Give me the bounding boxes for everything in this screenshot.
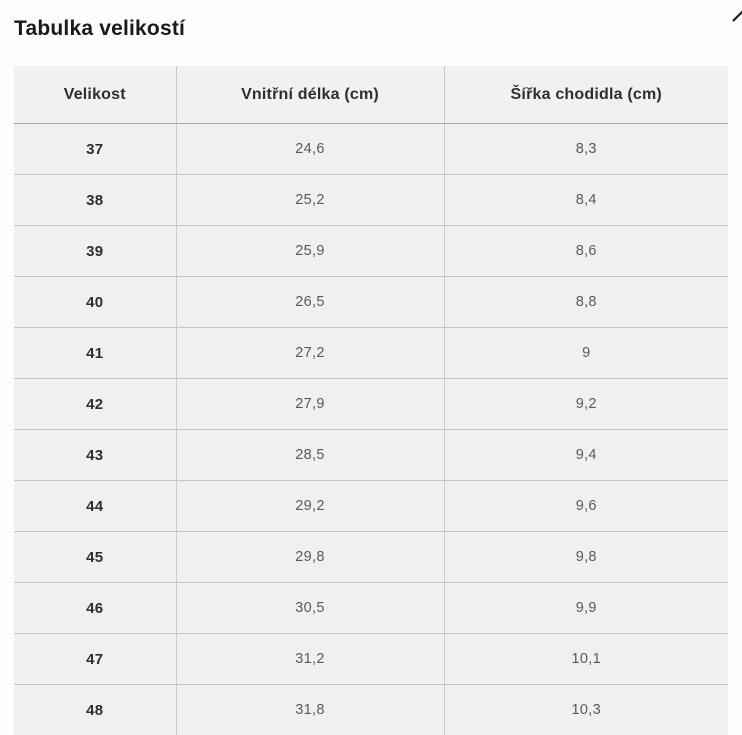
inner-length-cell: 24,6 [176, 124, 444, 175]
table-row: 40 26,5 8,8 [14, 277, 728, 328]
foot-width-cell: 9,2 [444, 379, 728, 430]
size-cell: 44 [14, 481, 176, 532]
size-table-body: 37 24,6 8,3 38 25,2 8,4 39 25,9 8,6 40 2… [14, 124, 728, 735]
inner-length-cell: 31,2 [176, 634, 444, 685]
foot-width-cell: 9,4 [444, 430, 728, 481]
size-cell: 38 [14, 175, 176, 226]
inner-length-cell: 29,8 [176, 532, 444, 583]
table-row: 44 29,2 9,6 [14, 481, 728, 532]
size-cell: 43 [14, 430, 176, 481]
table-row: 45 29,8 9,8 [14, 532, 728, 583]
table-row: 42 27,9 9,2 [14, 379, 728, 430]
size-cell: 41 [14, 328, 176, 379]
size-cell: 46 [14, 583, 176, 634]
foot-width-cell: 8,8 [444, 277, 728, 328]
size-cell: 37 [14, 124, 176, 175]
size-table: Velikost Vnitřní délka (cm) Šířka chodid… [14, 66, 728, 735]
foot-width-cell: 8,4 [444, 175, 728, 226]
column-header-size: Velikost [14, 66, 176, 124]
table-row: 38 25,2 8,4 [14, 175, 728, 226]
table-row: 41 27,2 9 [14, 328, 728, 379]
foot-width-cell: 9,9 [444, 583, 728, 634]
inner-length-cell: 29,2 [176, 481, 444, 532]
foot-width-cell: 9 [444, 328, 728, 379]
inner-length-cell: 25,9 [176, 226, 444, 277]
size-cell: 39 [14, 226, 176, 277]
table-row: 39 25,9 8,6 [14, 226, 728, 277]
column-header-inner-length: Vnitřní délka (cm) [176, 66, 444, 124]
table-row: 43 28,5 9,4 [14, 430, 728, 481]
inner-length-cell: 30,5 [176, 583, 444, 634]
inner-length-cell: 27,9 [176, 379, 444, 430]
foot-width-cell: 9,6 [444, 481, 728, 532]
table-row: 46 30,5 9,9 [14, 583, 728, 634]
size-cell: 45 [14, 532, 176, 583]
size-cell: 47 [14, 634, 176, 685]
foot-width-cell: 8,6 [444, 226, 728, 277]
foot-width-cell: 10,1 [444, 634, 728, 685]
foot-width-cell: 9,8 [444, 532, 728, 583]
inner-length-cell: 26,5 [176, 277, 444, 328]
inner-length-cell: 25,2 [176, 175, 444, 226]
table-row: 47 31,2 10,1 [14, 634, 728, 685]
inner-length-cell: 28,5 [176, 430, 444, 481]
size-cell: 42 [14, 379, 176, 430]
corner-cursor-artifact [732, 10, 742, 22]
header-row: Velikost Vnitřní délka (cm) Šířka chodid… [14, 66, 728, 124]
page-title: Tabulka velikostí [14, 13, 742, 45]
size-cell: 40 [14, 277, 176, 328]
size-table-header: Velikost Vnitřní délka (cm) Šířka chodid… [14, 66, 728, 124]
table-row: 37 24,6 8,3 [14, 124, 728, 175]
foot-width-cell: 8,3 [444, 124, 728, 175]
column-header-foot-width: Šířka chodidla (cm) [444, 66, 728, 124]
inner-length-cell: 27,2 [176, 328, 444, 379]
